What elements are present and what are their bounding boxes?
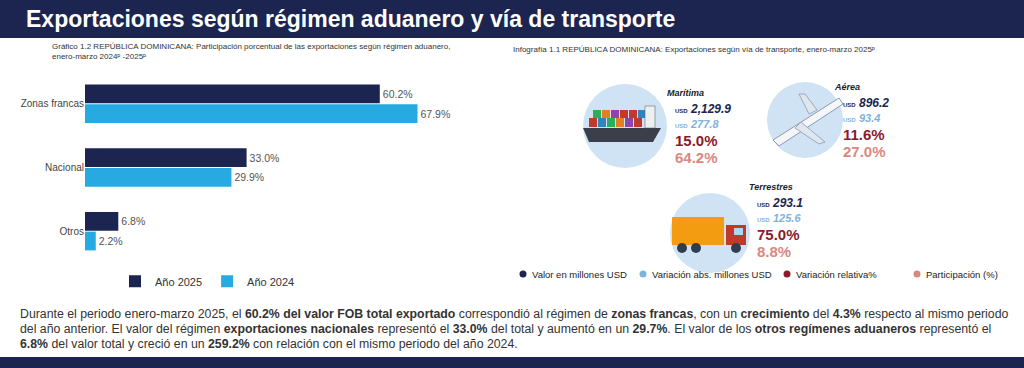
svg-text:896.2: 896.2 (859, 96, 889, 110)
svg-text:USD: USD (843, 117, 856, 123)
svg-text:Terrestres: Terrestres (749, 182, 793, 192)
svg-text:277.8: 277.8 (690, 118, 719, 130)
svg-text:15.0%: 15.0% (675, 132, 718, 149)
svg-text:2,129.9: 2,129.9 (690, 102, 731, 116)
svg-text:60.2%: 60.2% (383, 88, 413, 100)
svg-text:75.0%: 75.0% (757, 226, 800, 243)
svg-text:Zonas francas: Zonas francas (21, 98, 84, 109)
svg-text:USD: USD (675, 123, 688, 129)
html-text:Durante el periodo enero-marzo: Durante el periodo enero-marzo 2025, el … (20, 307, 1009, 336)
svg-text:Valor en millones USD: Valor en millones USD (532, 269, 627, 280)
svg-text:2.2%: 2.2% (99, 235, 123, 247)
html-text:6.8% del valor total y creció: 6.8% del valor total y creció en un 259.… (20, 337, 518, 351)
svg-text:Participación (%): Participación (%) (926, 269, 998, 280)
svg-text:Otros: Otros (60, 226, 84, 237)
svg-text:27.0%: 27.0% (843, 143, 886, 160)
html-text:Gráfico 1.2 REPÚBLICA DOMINICA: Gráfico 1.2 REPÚBLICA DOMINICANA: Partic… (52, 42, 451, 61)
svg-text:29.9%: 29.9% (234, 171, 264, 183)
svg-text:Marítima: Marítima (667, 88, 704, 98)
svg-text:11.6%: 11.6% (843, 126, 885, 143)
svg-text:USD: USD (675, 108, 688, 114)
svg-text:Variación abs. millones USD: Variación abs. millones USD (652, 269, 772, 280)
svg-text:USD: USD (843, 102, 856, 108)
svg-text:8.8%: 8.8% (757, 243, 791, 260)
svg-text:67.9%: 67.9% (421, 108, 451, 120)
svg-text:USD: USD (757, 202, 770, 208)
svg-text:93.4: 93.4 (859, 112, 880, 124)
svg-text:293.1: 293.1 (772, 196, 803, 210)
svg-text:125.6: 125.6 (773, 212, 801, 224)
svg-text:33.0%: 33.0% (250, 152, 280, 164)
svg-text:64.2%: 64.2% (675, 149, 718, 166)
svg-text:Variación relativa%: Variación relativa% (796, 269, 877, 280)
svg-text:Infografía 1.1 REPÚBLICA DOMI: Infografía 1.1 REPÚBLICA DOMINICANA: Exp… (513, 45, 875, 54)
svg-text:6.8%: 6.8% (121, 215, 145, 227)
svg-text:Nacional: Nacional (45, 162, 84, 173)
html-text:Exportaciones según régimen ad: Exportaciones según régimen aduanero y v… (26, 6, 676, 32)
svg-text:Año 2025: Año 2025 (155, 276, 202, 288)
svg-text:Aérea: Aérea (834, 82, 860, 92)
svg-text:USD: USD (757, 217, 770, 223)
svg-text:Año 2024: Año 2024 (247, 276, 294, 288)
